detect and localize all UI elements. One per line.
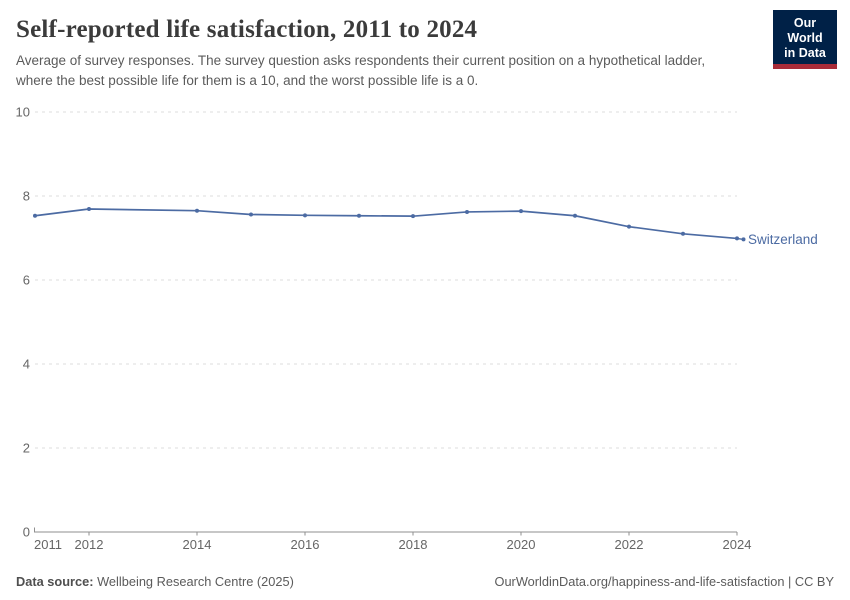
y-tick-label: 10 [16, 105, 30, 120]
chart-title: Self-reported life satisfaction, 2011 to… [16, 16, 478, 43]
data-point [519, 209, 523, 214]
data-source-value: Wellbeing Research Centre (2025) [93, 574, 294, 589]
data-point [411, 214, 415, 219]
y-tick-label: 6 [23, 273, 30, 288]
x-tick-label: 2022 [615, 537, 644, 552]
data-source-label: Data source: [16, 574, 94, 589]
data-point [357, 213, 361, 218]
data-point [465, 209, 469, 214]
label-dot [741, 237, 746, 242]
x-tick-label: 2016 [291, 537, 320, 552]
x-tick-label: 2012 [75, 537, 104, 552]
x-tick-label: 2018 [399, 537, 428, 552]
series-line [34, 208, 738, 240]
y-tick-label: 4 [23, 357, 30, 372]
data-point [627, 224, 631, 229]
x-tick-label: 2014 [183, 537, 212, 552]
attribution-link[interactable]: OurWorldinData.org/happiness-and-life-sa… [494, 574, 834, 589]
y-tick-label: 0 [23, 525, 30, 540]
data-point [681, 231, 685, 236]
chart-footer: Data source: Wellbeing Research Centre (… [16, 574, 834, 589]
y-tick-label: 2 [23, 441, 30, 456]
series-label: Switzerland [748, 232, 818, 247]
data-point [33, 213, 37, 218]
owid-logo-line1: Our World [787, 16, 823, 45]
chart-subtitle: Average of survey responses. The survey … [16, 53, 706, 88]
data-point [573, 213, 577, 218]
data-point [87, 207, 91, 212]
x-tick-label: 2011 [34, 537, 62, 552]
y-tick-label: 8 [23, 189, 30, 204]
data-point [303, 213, 307, 218]
x-tick-label: 2024 [723, 537, 752, 552]
owid-logo[interactable]: Our World in Data [773, 10, 837, 70]
chart-header: Our World in Data Self-reported life sat… [0, 0, 850, 90]
data-point [249, 212, 253, 217]
data-point [195, 208, 199, 213]
x-tick-label: 2020 [507, 537, 536, 552]
data-source: Data source: Wellbeing Research Centre (… [16, 574, 294, 589]
owid-logo-line2: in Data [784, 45, 826, 60]
